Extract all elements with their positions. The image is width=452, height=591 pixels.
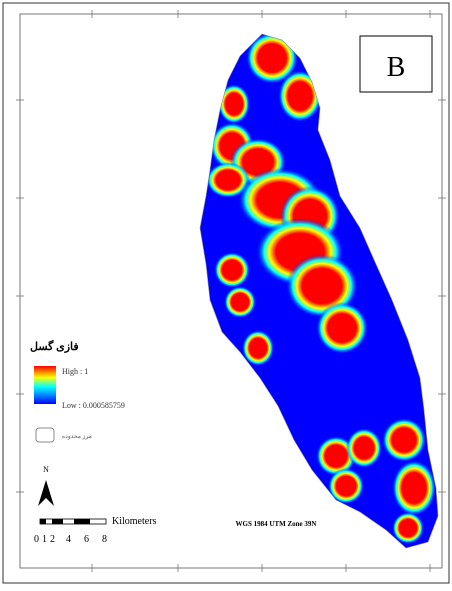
scale-tick: 8 bbox=[102, 534, 107, 545]
legend-low-label: Low : 0.000585759 bbox=[62, 401, 125, 410]
north-arrow-icon bbox=[38, 480, 54, 506]
panel-label: B bbox=[387, 52, 406, 83]
scale-tick: 1 bbox=[42, 534, 47, 545]
panel-label-box bbox=[359, 35, 433, 93]
scale-tick: 4 bbox=[66, 534, 71, 545]
scale-bar bbox=[39, 518, 107, 525]
grid-ticks bbox=[16, 10, 446, 572]
scale-unit-label: Kilometers bbox=[112, 516, 157, 527]
region-boundary bbox=[199, 33, 439, 549]
legend-boundary-label: مرز محدوده bbox=[62, 434, 92, 440]
scale-ticks: 0 1 2 4 6 8 bbox=[34, 534, 107, 545]
scale-tick: 2 bbox=[50, 534, 55, 545]
legend-title: فازی گسل bbox=[30, 339, 79, 353]
map-neatline bbox=[19, 13, 443, 569]
legend-high-label: High : 1 bbox=[62, 367, 88, 376]
north-label: N bbox=[43, 465, 49, 474]
legend-color-ramp bbox=[34, 366, 56, 404]
legend-boundary-swatch bbox=[35, 427, 55, 443]
scale-tick: 6 bbox=[84, 534, 89, 545]
outer-border bbox=[2, 2, 450, 584]
projection-label: WGS 1984 UTM Zone 39N bbox=[236, 520, 317, 528]
scale-tick: 0 bbox=[34, 534, 39, 545]
